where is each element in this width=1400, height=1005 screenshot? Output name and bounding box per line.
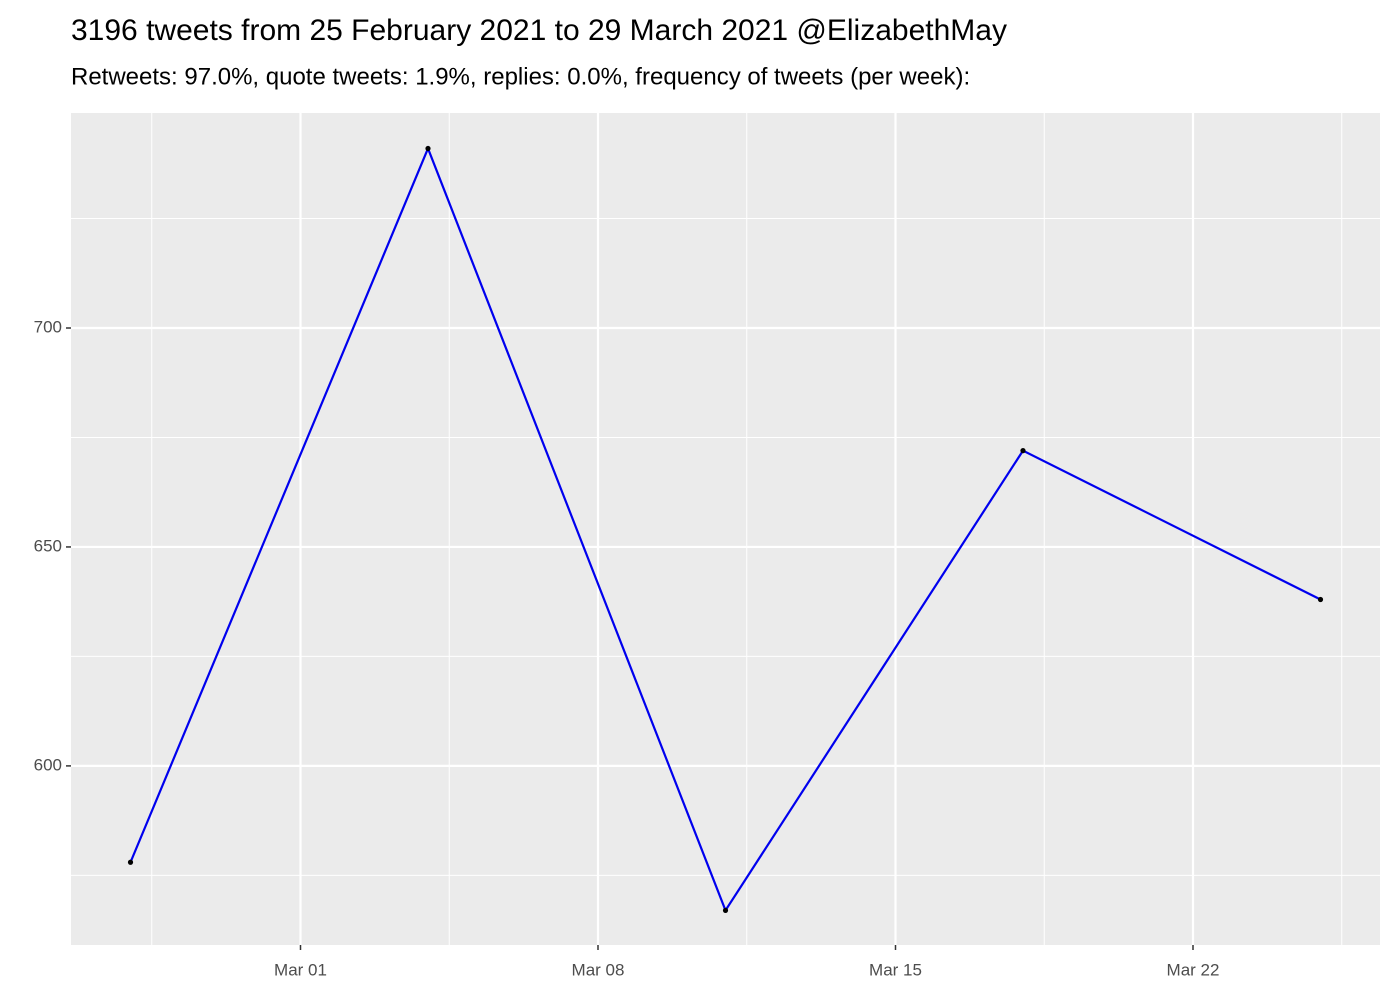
chart-title: 3196 tweets from 25 February 2021 to 29 … [71, 14, 1007, 47]
point [722, 907, 729, 914]
x-tick-label: Mar 22 [1167, 960, 1220, 979]
y-tick-label: 600 [34, 755, 62, 774]
y-tick-label: 650 [34, 536, 62, 555]
y-tick-label: 700 [34, 317, 62, 336]
point [1317, 596, 1324, 603]
plot-panel [71, 113, 1380, 945]
point [425, 145, 431, 152]
point [127, 859, 134, 865]
x-tick-label: Mar 01 [274, 960, 327, 979]
point [1020, 448, 1026, 454]
chart-subtitle: Retweets: 97.0%, quote tweets: 1.9%, rep… [71, 63, 970, 90]
x-tick-label: Mar 08 [572, 960, 625, 979]
x-tick-label: Mar 15 [869, 960, 922, 979]
